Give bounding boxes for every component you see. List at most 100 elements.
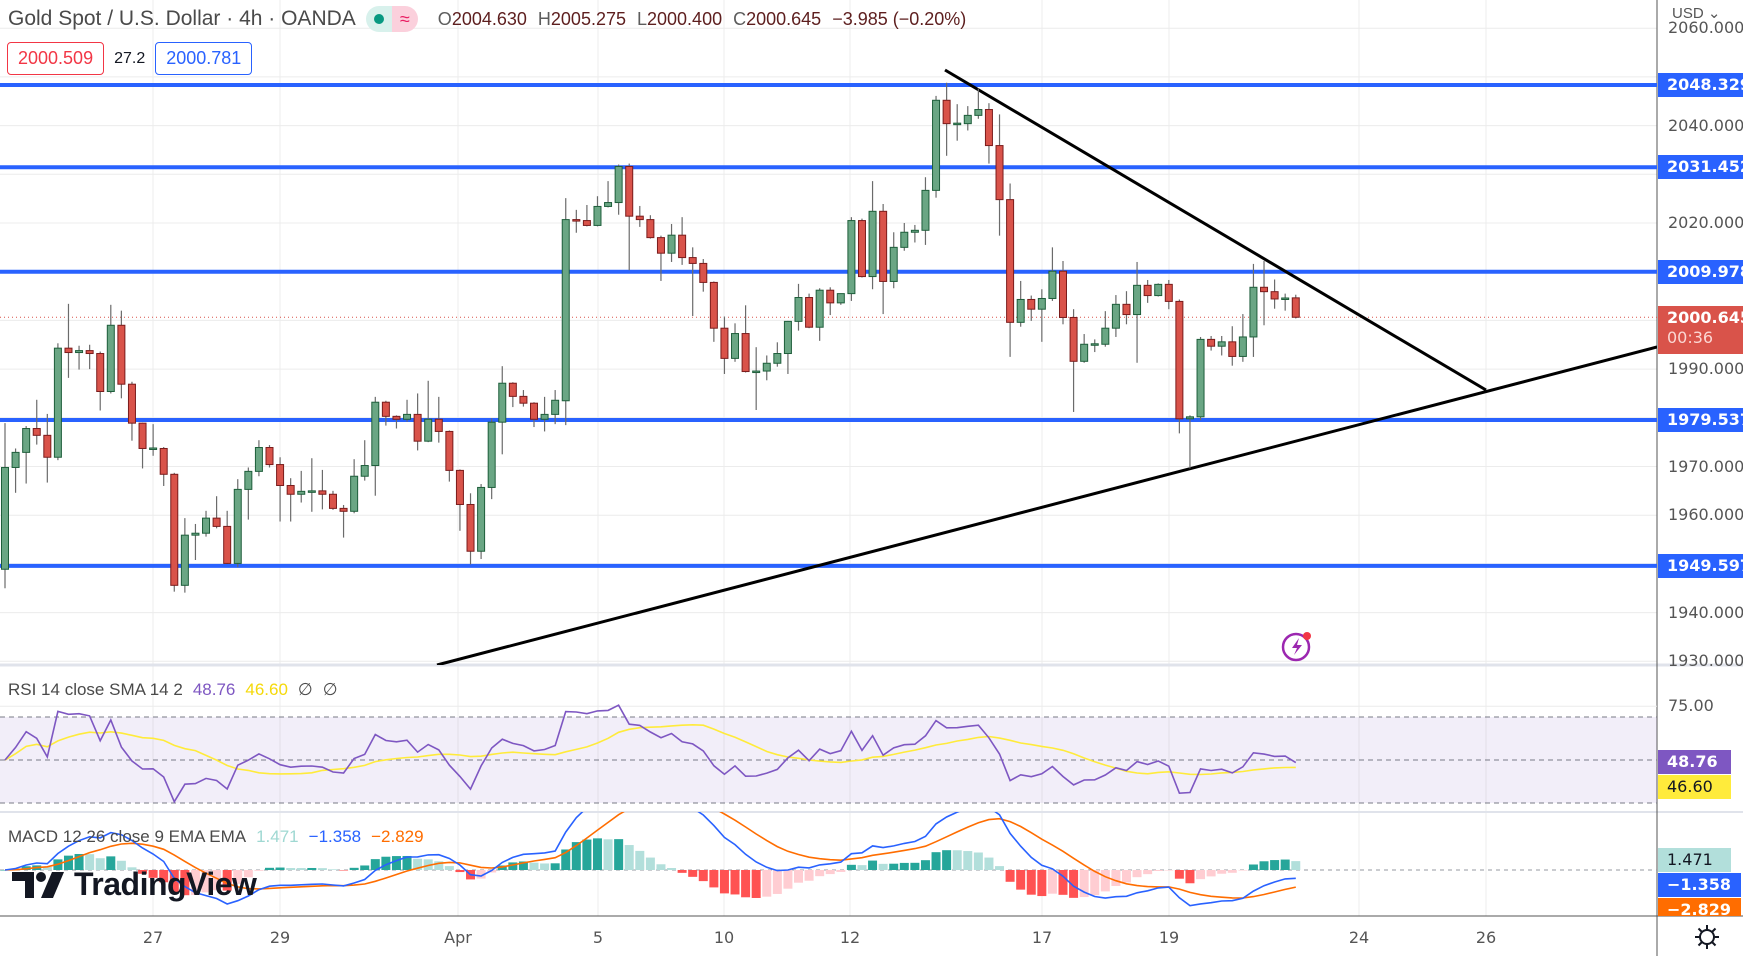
- macd-histogram-bar: [645, 857, 655, 870]
- candle: [678, 217, 687, 265]
- candle-body: [582, 220, 591, 226]
- candle-body: [233, 488, 242, 564]
- candle: [889, 232, 898, 289]
- settings-gear-icon[interactable]: [1694, 924, 1720, 950]
- macd-histogram-bar: [1005, 870, 1015, 882]
- macd-legend-value: −1.358: [308, 827, 362, 846]
- candle-body: [1291, 297, 1300, 318]
- time-axis-label: 17: [1031, 928, 1053, 947]
- candle-body: [773, 353, 782, 364]
- candle-body: [1281, 297, 1290, 300]
- macd-legend[interactable]: MACD 12 26 close 9 EMA EMA 1.471 −1.358 …: [8, 827, 424, 847]
- candle: [783, 320, 792, 374]
- macd-histogram-bar: [286, 868, 296, 870]
- tradingview-logo[interactable]: TradingView: [12, 866, 257, 903]
- candle: [297, 470, 306, 503]
- candle-body: [191, 532, 200, 536]
- macd-histogram-bar: [370, 859, 380, 870]
- candle: [1260, 260, 1269, 326]
- candle: [984, 103, 993, 164]
- candle: [1164, 279, 1173, 310]
- candle-body: [731, 333, 740, 359]
- candle: [276, 457, 285, 522]
- status-indicator[interactable]: ≈: [365, 6, 418, 32]
- candle-body: [752, 370, 761, 374]
- buy-button[interactable]: 2000.781: [155, 42, 253, 75]
- candle: [688, 247, 697, 317]
- candle: [731, 323, 740, 362]
- candle-body: [1069, 316, 1078, 362]
- candle: [1006, 183, 1015, 357]
- candle-body: [371, 401, 380, 467]
- tradingview-logo-text: TradingView: [74, 866, 257, 902]
- macd-histogram-bar: [444, 866, 454, 870]
- macd-histogram-bar: [794, 870, 803, 883]
- candle-body: [1016, 298, 1025, 323]
- candle: [445, 430, 454, 482]
- candle: [350, 459, 359, 514]
- candle-body: [656, 237, 665, 254]
- candle-body: [1164, 283, 1173, 302]
- rsi-legend[interactable]: RSI 14 close SMA 14 2 48.76 46.60 ∅ ∅: [8, 680, 338, 700]
- macd-signal-legend-value: −2.829: [371, 827, 424, 846]
- macd-pane: [0, 812, 1301, 907]
- candle: [1281, 293, 1290, 311]
- lightning-alert-icon[interactable]: [1280, 629, 1314, 663]
- macd-legend-title: MACD 12 26 close 9 EMA EMA: [8, 827, 247, 846]
- candle-body: [498, 382, 507, 423]
- price-axis-label: 2060.000: [1668, 18, 1743, 38]
- candle-body: [572, 219, 581, 222]
- candle-body: [265, 447, 274, 466]
- candle-body: [424, 418, 433, 442]
- sell-button[interactable]: 2000.509: [7, 42, 105, 75]
- level-price-tag: 2048.329: [1658, 73, 1743, 98]
- price-axis-label: 1960.000: [1668, 505, 1743, 525]
- candle-body: [900, 231, 909, 248]
- candle: [762, 355, 771, 381]
- macd-histogram-bar: [899, 862, 909, 870]
- candle: [339, 504, 348, 538]
- candle-body: [720, 327, 729, 359]
- candle: [318, 469, 327, 510]
- candle-body: [995, 145, 1004, 201]
- macd-histogram-bar: [212, 870, 222, 891]
- candle: [635, 205, 644, 227]
- candle-body: [212, 517, 221, 527]
- candle-body: [805, 297, 814, 328]
- candle: [138, 422, 147, 469]
- candle: [1196, 336, 1205, 421]
- currency-selector[interactable]: USD ⌄: [1672, 4, 1720, 22]
- candle-body: [64, 347, 73, 354]
- candle-body: [1133, 284, 1142, 316]
- candle-body: [339, 507, 348, 512]
- candle: [1217, 335, 1226, 356]
- open-value: 2004.630: [451, 8, 527, 29]
- close-label: C: [733, 8, 747, 29]
- candle: [371, 396, 380, 496]
- macd-histogram-bar: [423, 859, 433, 870]
- candle-body: [22, 428, 31, 453]
- candle-body: [868, 210, 877, 278]
- open-label: O: [437, 8, 452, 29]
- high-label: H: [537, 8, 551, 29]
- macd-histogram-bar: [1280, 859, 1290, 870]
- candle: [773, 342, 782, 367]
- time-axis-label: 5: [592, 928, 604, 947]
- candle: [752, 347, 761, 411]
- candle-body: [678, 234, 687, 259]
- candle: [1090, 339, 1099, 353]
- macd-histogram-bar: [730, 870, 740, 895]
- candle: [455, 469, 464, 531]
- macd-histogram-bar: [1238, 870, 1248, 871]
- currency-label: USD: [1672, 5, 1704, 22]
- candle-body: [1006, 199, 1015, 323]
- time-axis-label: Apr: [444, 928, 472, 947]
- symbol-title[interactable]: Gold Spot / U.S. Dollar · 4h · OANDA: [8, 7, 356, 30]
- candle-body: [984, 109, 993, 147]
- macd-histogram-bar: [582, 839, 592, 870]
- candle: [709, 281, 718, 342]
- candle: [149, 424, 158, 456]
- candle: [910, 224, 919, 243]
- macd-histogram-bar: [550, 863, 560, 870]
